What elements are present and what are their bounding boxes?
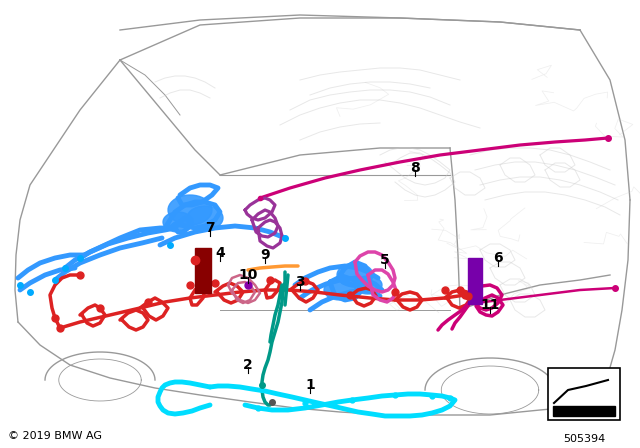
Bar <box>553 406 615 416</box>
Polygon shape <box>163 212 193 232</box>
Text: 6: 6 <box>493 251 503 265</box>
Text: 2: 2 <box>243 358 253 372</box>
Text: 7: 7 <box>205 221 215 235</box>
Text: 3: 3 <box>295 275 305 289</box>
Text: 9: 9 <box>260 248 270 262</box>
Text: 5: 5 <box>380 253 390 267</box>
Text: 10: 10 <box>238 268 258 282</box>
Bar <box>548 368 620 420</box>
Text: 4: 4 <box>215 246 225 260</box>
Polygon shape <box>354 276 382 294</box>
Bar <box>468 258 482 296</box>
Polygon shape <box>324 280 356 300</box>
Text: 11: 11 <box>480 298 500 312</box>
Text: 1: 1 <box>305 378 315 392</box>
Polygon shape <box>168 195 212 225</box>
Polygon shape <box>337 263 373 287</box>
Text: © 2019 BMW AG: © 2019 BMW AG <box>8 431 102 441</box>
Polygon shape <box>187 206 223 230</box>
Text: 8: 8 <box>410 161 420 175</box>
Bar <box>195 248 211 293</box>
Text: 505394: 505394 <box>563 434 605 444</box>
Bar <box>468 296 482 304</box>
